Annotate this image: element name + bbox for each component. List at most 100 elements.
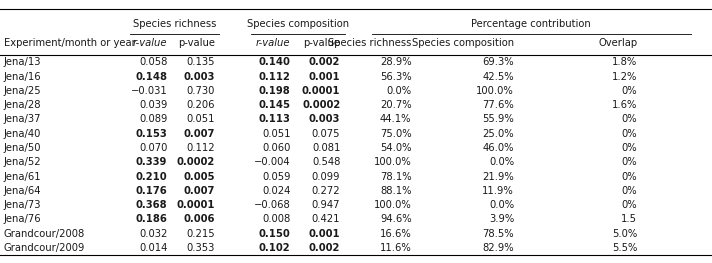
Text: 44.1%: 44.1% [380, 114, 412, 124]
Text: 21.9%: 21.9% [482, 171, 514, 181]
Text: Jena/25: Jena/25 [4, 86, 41, 96]
Text: Jena/61: Jena/61 [4, 171, 41, 181]
Text: 25.0%: 25.0% [483, 129, 514, 139]
Text: 0.081: 0.081 [312, 143, 340, 153]
Text: 100.0%: 100.0% [374, 157, 412, 167]
Text: 0.099: 0.099 [312, 171, 340, 181]
Text: Experiment/month or year: Experiment/month or year [4, 38, 135, 48]
Text: 0.215: 0.215 [187, 229, 215, 239]
Text: 0.001: 0.001 [309, 72, 340, 82]
Text: 0%: 0% [622, 86, 637, 96]
Text: 0.059: 0.059 [262, 171, 290, 181]
Text: 46.0%: 46.0% [483, 143, 514, 153]
Text: 100.0%: 100.0% [476, 86, 514, 96]
Text: r-value: r-value [133, 38, 167, 48]
Text: r-value: r-value [256, 38, 290, 48]
Text: Grandcour/2008: Grandcour/2008 [4, 229, 85, 239]
Text: 56.3%: 56.3% [380, 72, 412, 82]
Text: Jena/16: Jena/16 [4, 72, 41, 82]
Text: 0.102: 0.102 [259, 243, 290, 253]
Text: 0.421: 0.421 [312, 214, 340, 224]
Text: p-value: p-value [303, 38, 340, 48]
Text: 5.5%: 5.5% [612, 243, 637, 253]
Text: 0.007: 0.007 [184, 186, 215, 196]
Text: 0.140: 0.140 [258, 57, 290, 67]
Text: 0.0%: 0.0% [489, 157, 514, 167]
Text: 78.1%: 78.1% [380, 171, 412, 181]
Text: 0.368: 0.368 [136, 200, 167, 210]
Text: 0.135: 0.135 [187, 57, 215, 67]
Text: 11.6%: 11.6% [379, 243, 412, 253]
Text: 0.005: 0.005 [184, 171, 215, 181]
Text: 82.9%: 82.9% [483, 243, 514, 253]
Text: Jena/52: Jena/52 [4, 157, 41, 167]
Text: 42.5%: 42.5% [483, 72, 514, 82]
Text: 54.0%: 54.0% [380, 143, 412, 153]
Text: 78.5%: 78.5% [483, 229, 514, 239]
Text: 0.206: 0.206 [187, 100, 215, 110]
Text: Jena/28: Jena/28 [4, 100, 41, 110]
Text: 0.039: 0.039 [139, 100, 167, 110]
Text: 0%: 0% [622, 143, 637, 153]
Text: Jena/64: Jena/64 [4, 186, 41, 196]
Text: p-value: p-value [178, 38, 215, 48]
Text: 5.0%: 5.0% [612, 229, 637, 239]
Text: 1.2%: 1.2% [612, 72, 637, 82]
Text: 0.186: 0.186 [135, 214, 167, 224]
Text: 28.9%: 28.9% [380, 57, 412, 67]
Text: 0.003: 0.003 [184, 72, 215, 82]
Text: 16.6%: 16.6% [379, 229, 412, 239]
Text: 1.8%: 1.8% [612, 57, 637, 67]
Text: Jena/37: Jena/37 [4, 114, 41, 124]
Text: 0.0%: 0.0% [489, 200, 514, 210]
Text: 0%: 0% [622, 114, 637, 124]
Text: 0.0%: 0.0% [387, 86, 412, 96]
Text: Jena/40: Jena/40 [4, 129, 41, 139]
Text: Species composition: Species composition [412, 38, 514, 48]
Text: 0.0002: 0.0002 [302, 100, 340, 110]
Text: Jena/73: Jena/73 [4, 200, 41, 210]
Text: 0.272: 0.272 [312, 186, 340, 196]
Text: 0.148: 0.148 [135, 72, 167, 82]
Text: 0%: 0% [622, 129, 637, 139]
Text: 0.051: 0.051 [262, 129, 290, 139]
Text: 1.5: 1.5 [622, 214, 637, 224]
Text: 0.145: 0.145 [258, 100, 290, 110]
Text: 0.176: 0.176 [135, 186, 167, 196]
Text: 88.1%: 88.1% [380, 186, 412, 196]
Text: Jena/76: Jena/76 [4, 214, 41, 224]
Text: 0%: 0% [622, 171, 637, 181]
Text: Species richness: Species richness [132, 19, 216, 29]
Text: 69.3%: 69.3% [483, 57, 514, 67]
Text: 0.153: 0.153 [135, 129, 167, 139]
Text: 0.070: 0.070 [139, 143, 167, 153]
Text: Jena/50: Jena/50 [4, 143, 41, 153]
Text: 0.024: 0.024 [262, 186, 290, 196]
Text: 1.6%: 1.6% [612, 100, 637, 110]
Text: 0.003: 0.003 [309, 114, 340, 124]
Text: 94.6%: 94.6% [380, 214, 412, 224]
Text: 0.014: 0.014 [139, 243, 167, 253]
Text: 0.008: 0.008 [262, 214, 290, 224]
Text: 0.058: 0.058 [139, 57, 167, 67]
Text: Species composition: Species composition [246, 19, 349, 29]
Text: 100.0%: 100.0% [374, 200, 412, 210]
Text: 0.089: 0.089 [139, 114, 167, 124]
Text: −0.068: −0.068 [253, 200, 290, 210]
Text: 0%: 0% [622, 157, 637, 167]
Text: Grandcour/2009: Grandcour/2009 [4, 243, 85, 253]
Text: 0.032: 0.032 [139, 229, 167, 239]
Text: 0.051: 0.051 [187, 114, 215, 124]
Text: 0.007: 0.007 [184, 129, 215, 139]
Text: 3.9%: 3.9% [489, 214, 514, 224]
Text: 0.353: 0.353 [187, 243, 215, 253]
Text: 0.075: 0.075 [312, 129, 340, 139]
Text: 0.548: 0.548 [312, 157, 340, 167]
Text: 77.6%: 77.6% [482, 100, 514, 110]
Text: 0.730: 0.730 [187, 86, 215, 96]
Text: 0.150: 0.150 [258, 229, 290, 239]
Text: 0.006: 0.006 [184, 214, 215, 224]
Text: 0%: 0% [622, 200, 637, 210]
Text: 0.112: 0.112 [187, 143, 215, 153]
Text: 75.0%: 75.0% [380, 129, 412, 139]
